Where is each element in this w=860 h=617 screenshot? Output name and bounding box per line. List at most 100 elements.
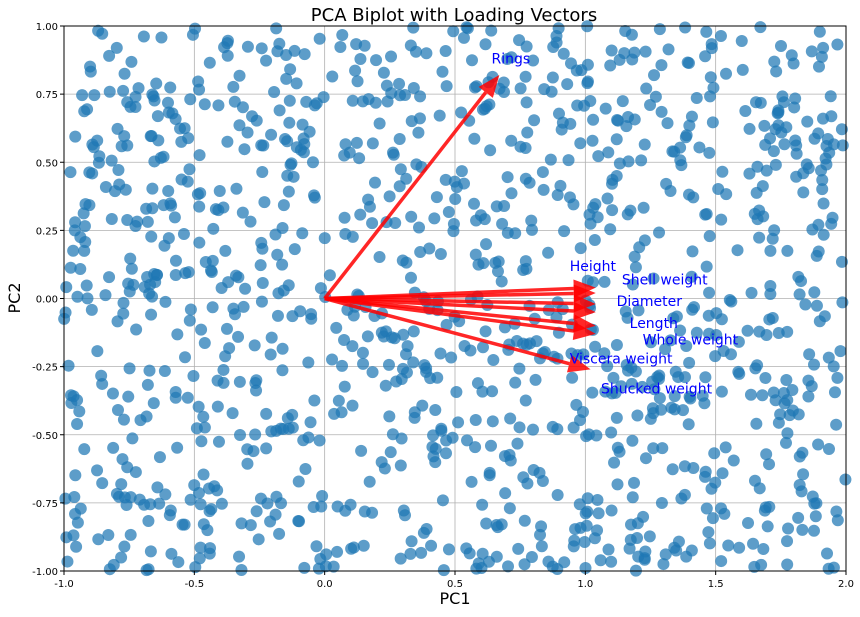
data-point (741, 324, 754, 337)
data-point (407, 21, 420, 34)
data-point (578, 536, 591, 549)
data-point (461, 22, 474, 35)
data-point (346, 230, 359, 243)
data-point (276, 258, 289, 271)
data-point (256, 276, 269, 289)
data-point (129, 100, 142, 113)
data-point (750, 417, 763, 430)
data-point (153, 497, 166, 510)
data-point (141, 378, 154, 391)
data-point (129, 90, 142, 103)
data-point (639, 545, 652, 558)
data-point (806, 490, 819, 503)
data-point (505, 187, 518, 200)
data-point (393, 180, 406, 193)
data-point (742, 517, 755, 530)
data-point (260, 407, 273, 420)
data-point (236, 101, 249, 114)
data-point (395, 432, 408, 445)
data-point (638, 138, 651, 151)
data-point (754, 96, 767, 109)
data-point (678, 488, 691, 501)
data-point (440, 318, 453, 331)
data-point (831, 371, 844, 384)
data-point (705, 42, 718, 55)
data-point (715, 502, 728, 515)
data-point (662, 43, 675, 56)
data-point (592, 150, 605, 163)
data-point (551, 423, 564, 436)
data-point (493, 82, 506, 95)
data-point (529, 373, 542, 386)
data-point (513, 421, 526, 434)
y-tick-label: -0.75 (32, 499, 58, 510)
data-point (496, 217, 509, 230)
data-point (260, 442, 273, 455)
data-point (542, 555, 555, 568)
data-point (404, 547, 417, 560)
data-point (211, 400, 224, 413)
data-point (831, 38, 844, 51)
data-point (345, 542, 358, 555)
data-point (505, 134, 518, 147)
data-point (639, 452, 652, 465)
data-point (85, 303, 98, 316)
data-point (447, 25, 460, 38)
data-point (647, 407, 660, 420)
data-point (140, 564, 153, 577)
data-point (323, 269, 336, 282)
data-point (407, 325, 420, 338)
data-point (639, 45, 652, 58)
data-point (487, 353, 500, 366)
data-point (731, 244, 744, 257)
data-point (147, 397, 160, 410)
data-point (810, 299, 823, 312)
data-point (117, 296, 130, 309)
data-point (74, 502, 87, 515)
data-point (375, 456, 388, 469)
data-point (586, 276, 599, 289)
data-point (588, 233, 601, 246)
data-point (724, 348, 737, 361)
data-point (70, 540, 83, 553)
data-point (480, 238, 493, 251)
data-point (125, 55, 138, 68)
data-point (631, 531, 644, 544)
data-point (469, 248, 482, 261)
data-point (96, 27, 109, 40)
data-point (67, 244, 80, 257)
data-point (205, 265, 218, 278)
data-point (78, 443, 91, 456)
data-point (623, 542, 636, 555)
data-point (567, 198, 580, 211)
data-point (239, 282, 252, 295)
data-point (68, 490, 81, 503)
data-point (393, 132, 406, 145)
data-point (602, 146, 615, 159)
data-point (349, 64, 362, 77)
data-point (808, 132, 821, 145)
data-point (792, 270, 805, 283)
data-point (484, 439, 497, 452)
data-point (389, 216, 402, 229)
data-point (353, 152, 366, 165)
data-point (703, 146, 716, 159)
x-tick-label: 0.5 (447, 579, 463, 590)
data-point (64, 261, 77, 274)
data-point (265, 128, 278, 141)
data-point (336, 29, 349, 42)
data-point (158, 239, 171, 252)
data-point (103, 271, 116, 284)
data-point (442, 206, 455, 219)
data-point (368, 176, 381, 189)
data-point (683, 356, 696, 369)
data-point (248, 339, 261, 352)
data-point (715, 213, 728, 226)
data-point (830, 418, 843, 431)
data-point (759, 501, 772, 514)
data-point (150, 77, 163, 90)
data-point (551, 488, 564, 501)
data-point (148, 94, 161, 107)
data-point (404, 271, 417, 284)
data-point (594, 554, 607, 567)
